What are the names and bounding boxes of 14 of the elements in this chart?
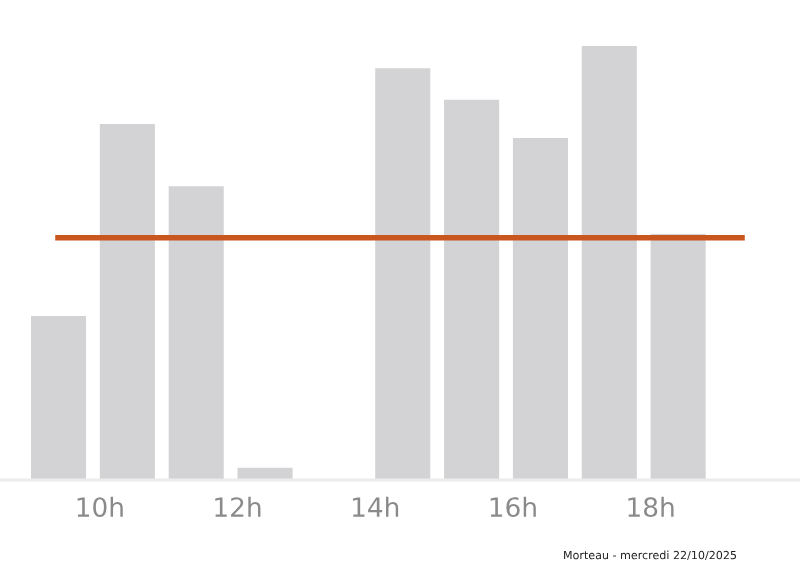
x-tick-label: 10h (77, 496, 123, 518)
bar (512, 138, 568, 480)
bar (581, 46, 637, 480)
bar (375, 68, 431, 480)
x-tick-label: 12h (215, 496, 261, 517)
x-tick-label: 14h (352, 496, 399, 517)
x-tick-label: 18h (628, 496, 674, 518)
bar (444, 99, 500, 480)
bar (650, 233, 706, 480)
bar (237, 467, 293, 480)
bar (168, 186, 224, 480)
x-tick-label: 16h (490, 496, 536, 518)
bar (99, 124, 155, 480)
bar (30, 315, 87, 480)
